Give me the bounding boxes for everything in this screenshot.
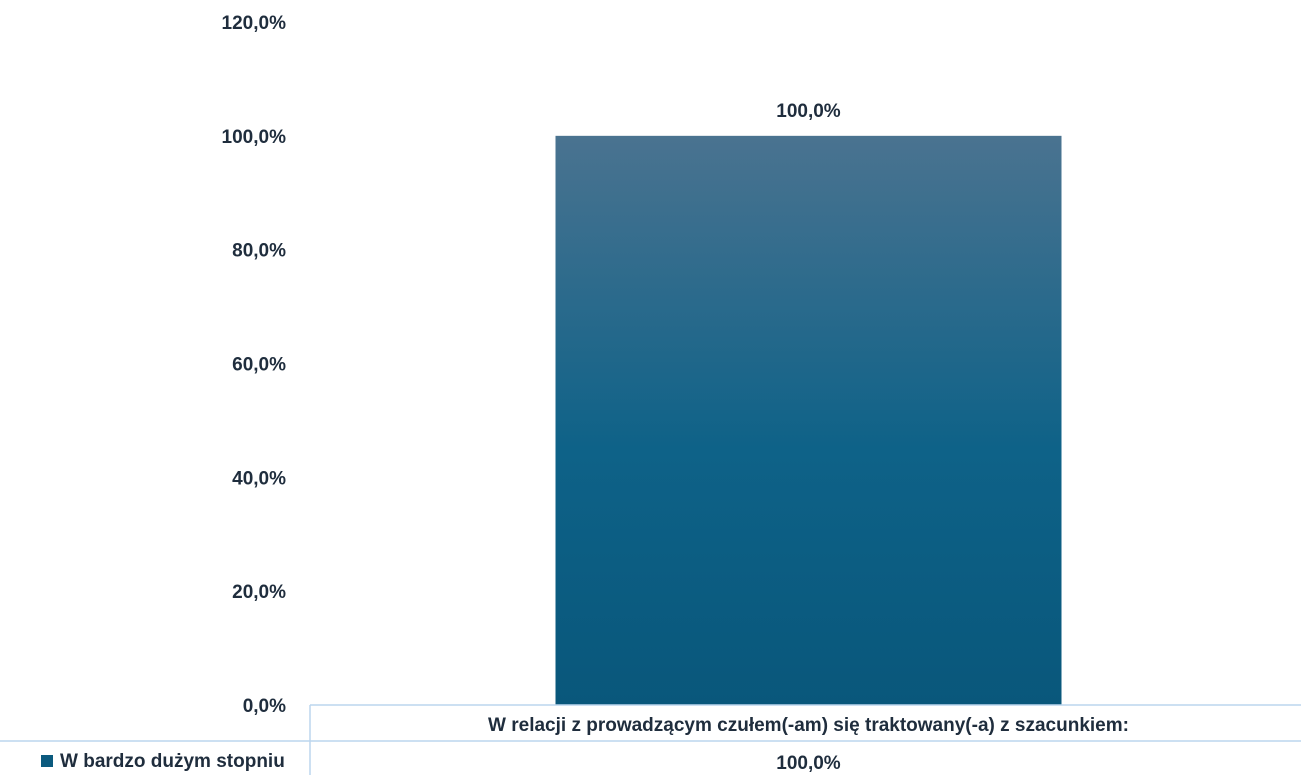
y-axis: 0,0% 20,0% 40,0% 60,0% 80,0% 100,0% 120,0% [222,13,287,717]
y-tick-label: 80,0% [232,241,286,262]
y-tick-label: 20,0% [232,582,286,603]
y-tick-label: 0,0% [243,696,286,717]
y-tick-label: 120,0% [222,13,287,34]
legend-key-swatch [41,755,53,767]
y-tick-label: 100,0% [222,127,287,148]
data-labels-group: 100,0% [776,101,841,122]
data-table: W relacji z prowadzącym czułem(-am) się … [0,704,1301,775]
legend-key-label: W bardzo dużym stopniu [60,751,285,772]
bars-group [555,135,1062,706]
table-cell-value: 100,0% [776,753,841,774]
y-tick-label: 60,0% [232,355,286,376]
bar [555,135,1062,706]
y-tick-label: 40,0% [232,468,286,489]
bar-data-label: 100,0% [776,101,841,122]
category-label: W relacji z prowadzącym czułem(-am) się … [488,715,1129,736]
